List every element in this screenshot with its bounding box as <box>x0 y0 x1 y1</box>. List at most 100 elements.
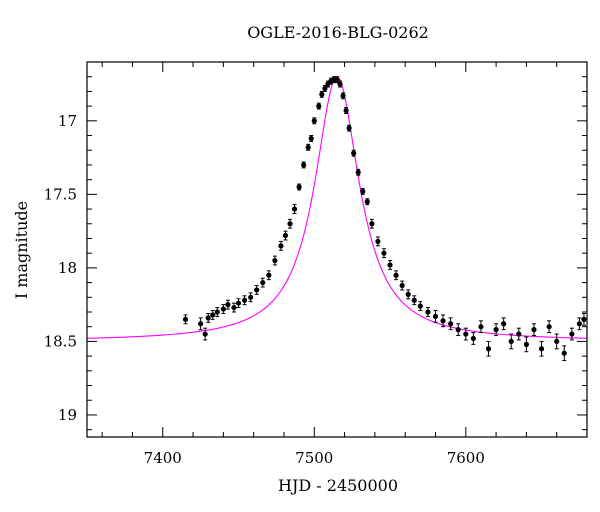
data-point <box>254 285 260 295</box>
point-marker <box>296 184 302 190</box>
point-marker <box>470 335 476 342</box>
data-point <box>337 80 343 88</box>
point-marker <box>225 302 231 308</box>
point-marker <box>291 206 298 212</box>
data-point <box>417 301 423 312</box>
data-point <box>381 248 387 259</box>
point-marker <box>554 338 560 345</box>
data-point <box>235 298 242 309</box>
point-marker <box>448 321 454 327</box>
data-point <box>351 149 357 157</box>
point-marker <box>231 304 237 311</box>
point-marker <box>405 291 411 297</box>
point-marker <box>241 297 248 303</box>
data-point <box>440 314 446 328</box>
data-point <box>231 302 237 313</box>
data-point <box>411 295 417 306</box>
data-point <box>305 143 311 151</box>
y-axis-label: I magnitude <box>12 201 31 299</box>
point-marker <box>205 315 211 321</box>
data-point <box>319 90 325 98</box>
data-point <box>308 135 314 142</box>
y-tick-label: 18.5 <box>44 332 77 350</box>
data-point <box>355 168 361 176</box>
point-marker <box>210 312 216 318</box>
data-point <box>387 260 393 270</box>
data-point <box>448 317 454 331</box>
y-tick-label: 18 <box>58 259 77 277</box>
data-points-group <box>182 76 587 362</box>
data-point <box>282 230 289 241</box>
data-point <box>478 320 484 334</box>
x-tick-label: 7400 <box>144 449 182 467</box>
point-marker <box>523 341 529 347</box>
point-marker <box>485 346 492 352</box>
data-point <box>301 161 307 169</box>
data-point <box>581 312 587 326</box>
point-marker <box>569 331 575 337</box>
point-marker <box>432 313 439 320</box>
data-point <box>561 345 567 362</box>
data-point <box>369 218 375 229</box>
data-point <box>425 307 431 317</box>
data-point <box>531 323 537 337</box>
model-curve-group <box>86 76 588 339</box>
data-point <box>214 307 220 317</box>
point-marker <box>254 287 260 293</box>
point-marker <box>531 327 537 333</box>
point-marker <box>202 331 208 337</box>
point-marker <box>364 199 370 205</box>
point-marker <box>538 346 545 352</box>
data-point <box>405 289 411 300</box>
data-point <box>493 323 499 337</box>
data-point <box>516 327 522 341</box>
point-marker <box>340 93 346 99</box>
point-marker <box>235 300 242 306</box>
data-point <box>432 310 439 323</box>
point-marker <box>346 125 352 131</box>
y-tick-label: 17.5 <box>44 185 77 203</box>
point-marker <box>463 331 469 337</box>
data-point <box>463 327 469 341</box>
data-point <box>260 277 266 288</box>
data-point <box>248 292 254 303</box>
data-point <box>202 327 208 341</box>
data-point <box>343 107 349 114</box>
point-marker <box>440 318 446 324</box>
point-marker <box>561 350 567 356</box>
point-marker <box>319 91 325 97</box>
point-marker <box>287 221 293 227</box>
data-point <box>501 317 507 331</box>
data-point <box>576 317 583 331</box>
point-marker <box>214 309 220 315</box>
point-marker <box>360 188 366 195</box>
data-point <box>322 85 328 92</box>
point-marker <box>308 135 314 142</box>
point-marker <box>351 150 357 156</box>
data-point <box>375 236 381 247</box>
model-curve <box>86 76 588 339</box>
x-axis-label: HJD - 2450000 <box>278 476 398 495</box>
point-marker <box>220 306 226 312</box>
data-point <box>538 340 545 357</box>
point-marker <box>266 272 272 278</box>
data-point <box>291 204 298 214</box>
point-marker <box>369 221 375 227</box>
data-point <box>364 198 370 206</box>
point-marker <box>393 272 399 278</box>
point-marker <box>355 169 361 175</box>
point-marker <box>493 327 499 333</box>
point-marker <box>272 257 278 264</box>
point-marker <box>516 331 522 337</box>
data-point <box>266 270 272 281</box>
data-point <box>278 240 284 251</box>
chart-title: OGLE-2016-BLG-0262 <box>247 23 429 42</box>
data-point <box>241 295 248 306</box>
data-point <box>210 310 216 320</box>
data-point <box>455 323 461 337</box>
point-marker <box>399 282 405 289</box>
data-point <box>198 317 204 331</box>
point-marker <box>198 321 204 327</box>
